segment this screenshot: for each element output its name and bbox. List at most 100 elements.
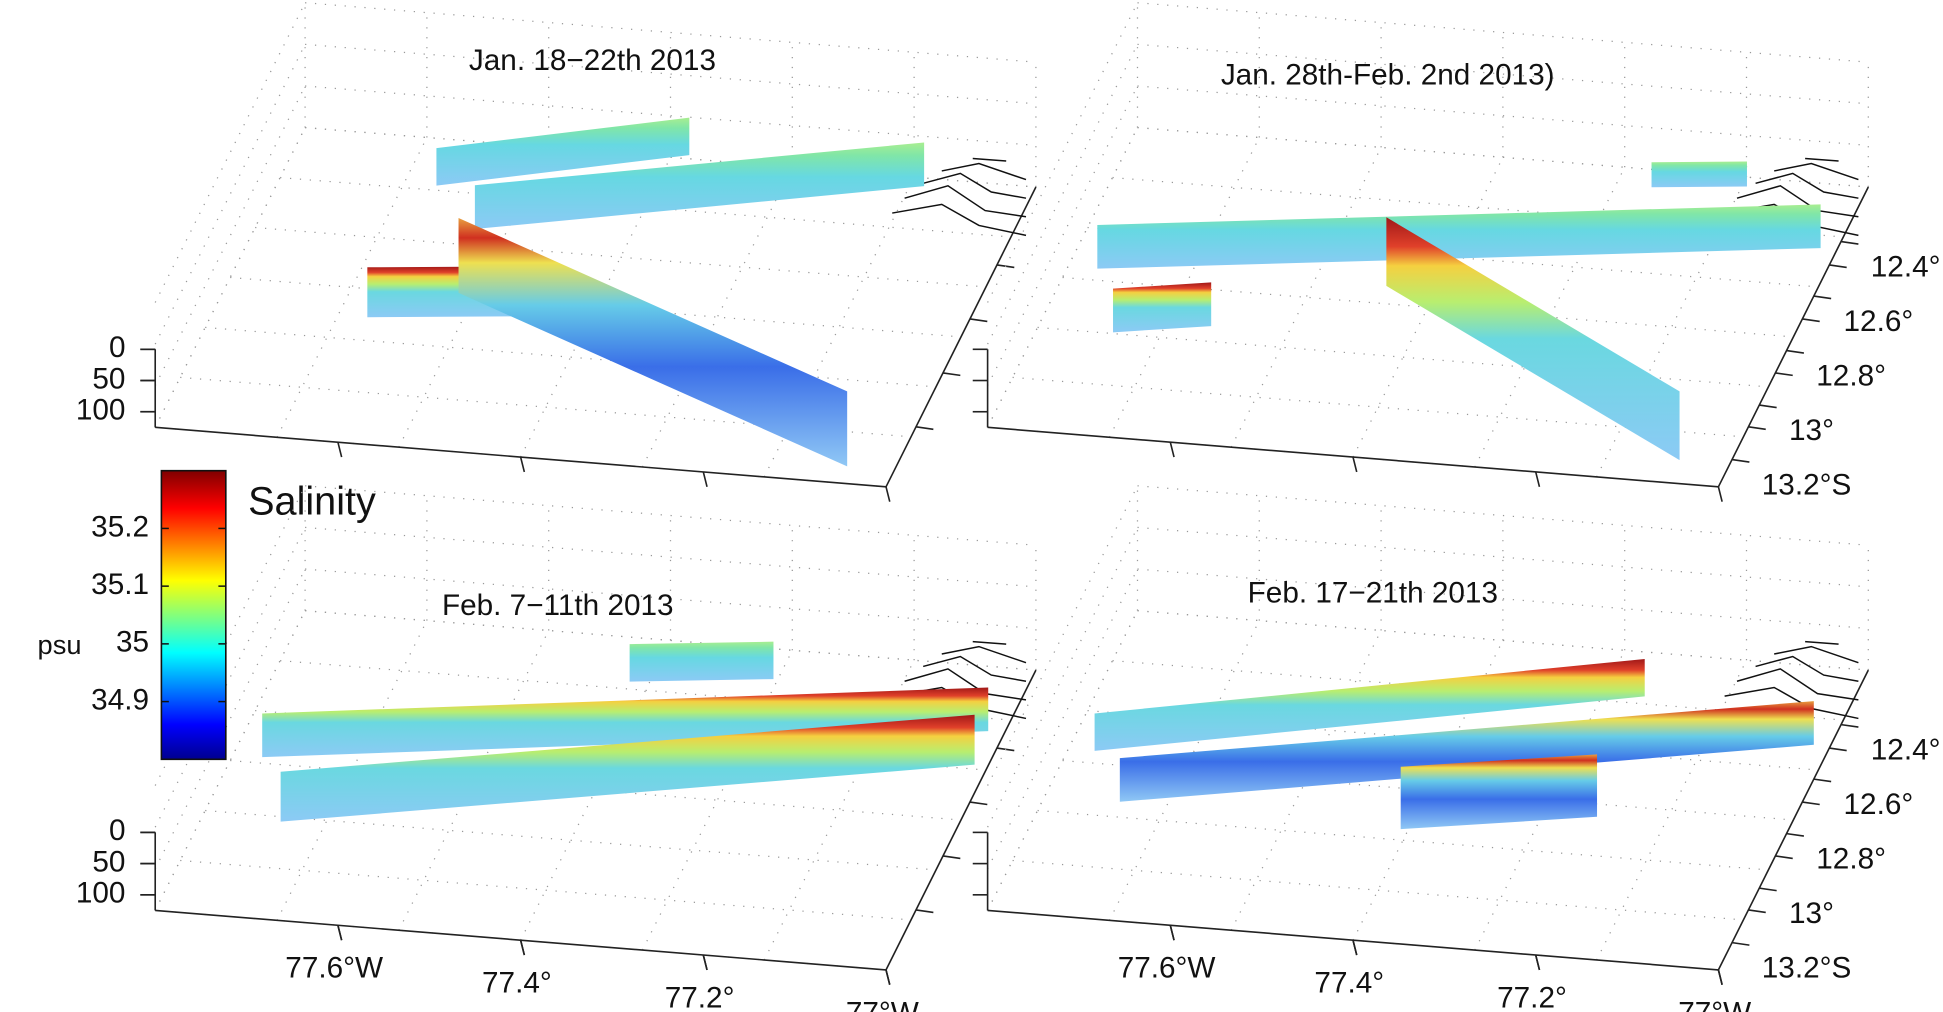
x-axis xyxy=(155,909,887,971)
y-tick xyxy=(1786,349,1805,354)
coast-contour xyxy=(1805,640,1839,645)
x-tick xyxy=(1717,969,1723,985)
z-tick-label: 0 xyxy=(109,814,126,847)
coast-contour xyxy=(1805,157,1839,162)
x-tick-label: 77.4° xyxy=(1314,967,1384,1000)
tick-mark xyxy=(337,442,343,458)
tick-mark xyxy=(1775,372,1793,377)
tick-mark xyxy=(942,855,961,860)
coast-contour xyxy=(1724,686,1859,720)
x-axis xyxy=(155,426,887,488)
y-axis xyxy=(1717,186,1870,488)
z-tick-label: 100 xyxy=(76,394,126,427)
y-axis xyxy=(1717,669,1870,971)
x-tick-label: 77.6°W xyxy=(1118,952,1216,985)
y-tick-label: 12.8° xyxy=(1816,843,1886,876)
x-tick xyxy=(337,925,343,941)
tick-mark xyxy=(1717,486,1723,502)
x-tick-label: 77.2° xyxy=(665,981,735,1012)
colorbar-label: Salinity xyxy=(248,480,376,524)
z-tick-label: 100 xyxy=(76,877,126,910)
grid-dots xyxy=(1037,326,1769,388)
tick-mark xyxy=(1829,264,1847,269)
tick-mark xyxy=(915,909,934,914)
y-tick xyxy=(1786,832,1805,837)
tick-mark xyxy=(1169,442,1175,458)
grid-dots xyxy=(987,127,1139,428)
tick-mark xyxy=(1352,456,1358,473)
grid-dots xyxy=(154,127,306,428)
y-tick xyxy=(1813,295,1832,300)
y-axis xyxy=(885,669,1037,971)
grid-dots xyxy=(987,527,1139,828)
tick-mark xyxy=(519,456,526,473)
coast-contour xyxy=(1755,655,1859,683)
y-tick-label: 12.4° xyxy=(1871,251,1941,284)
salinity-curtain xyxy=(280,714,975,822)
coast-contour xyxy=(972,640,1007,645)
coast-contour xyxy=(892,203,1027,237)
y-tick xyxy=(1731,458,1750,463)
tick-mark xyxy=(1802,801,1820,806)
grid-dots xyxy=(180,859,912,921)
y-tick-label: 12.8° xyxy=(1816,360,1886,393)
grid-dots xyxy=(154,85,306,387)
tick-mark xyxy=(1748,426,1766,431)
coast-contour xyxy=(923,172,1027,199)
x-tick xyxy=(702,954,708,971)
y-tick-label: 13° xyxy=(1789,414,1834,447)
y-tick xyxy=(1731,941,1750,946)
grid-dots xyxy=(1012,859,1744,921)
coast-contour xyxy=(1774,645,1859,664)
tick-mark xyxy=(969,801,988,806)
y-tick xyxy=(1840,240,1859,245)
grid-dots xyxy=(255,226,987,288)
coast-contour xyxy=(1736,668,1859,701)
x-tick xyxy=(1352,939,1358,956)
salinity-curtain xyxy=(458,218,848,467)
colorbar-tick-label: 34.9 xyxy=(91,683,149,716)
grid-dots xyxy=(154,44,306,345)
colorbar-tick-label: 35.2 xyxy=(91,510,149,543)
y-tick-label: 12.4° xyxy=(1871,734,1941,767)
x-tick-label: 77°W xyxy=(1678,996,1751,1012)
salinity-curtain xyxy=(629,641,774,682)
y-tick-label: 13° xyxy=(1789,897,1834,930)
y-tick-label: 12.6° xyxy=(1844,788,1914,821)
grid-dots xyxy=(154,2,306,303)
panel-title: Feb. 7−11th 2013 xyxy=(442,589,674,622)
salinity-curtain xyxy=(1119,701,1814,802)
panel-title: Jan. 18−22th 2013 xyxy=(469,44,716,77)
tick-mark xyxy=(1775,855,1793,860)
salinity-curtain xyxy=(1400,754,1598,830)
coast-contour xyxy=(941,645,1027,664)
salinity-curtain xyxy=(1651,161,1747,188)
panel-title: Jan. 28th-Feb. 2nd 2013) xyxy=(1221,59,1555,92)
z-tick-label: 50 xyxy=(92,362,125,395)
y-tick-label: 12.6° xyxy=(1844,305,1914,338)
grid-dots xyxy=(205,809,937,871)
colorbar-unit: psu xyxy=(38,629,82,660)
tick-mark xyxy=(702,471,708,487)
coast-contour xyxy=(972,157,1007,162)
x-tick xyxy=(885,969,891,985)
tick-mark xyxy=(915,426,934,431)
tick-mark xyxy=(942,372,961,377)
coast-contour xyxy=(1736,184,1859,218)
colorbar xyxy=(160,469,227,761)
tick-mark xyxy=(969,318,988,323)
x-tick xyxy=(1534,954,1541,971)
tick-mark xyxy=(1748,909,1766,914)
x-tick-label: 77°W xyxy=(846,996,919,1012)
tick-mark xyxy=(885,486,891,502)
y-tick-label: 13.2°S xyxy=(1762,952,1852,985)
salinity-curtain xyxy=(474,142,925,230)
z-tick-label: 50 xyxy=(92,845,125,878)
salinity-curtain xyxy=(1097,204,1821,269)
coast-contour xyxy=(941,162,1027,181)
y-tick xyxy=(1759,887,1777,892)
x-tick xyxy=(1169,925,1175,941)
y-tick xyxy=(1759,404,1777,409)
